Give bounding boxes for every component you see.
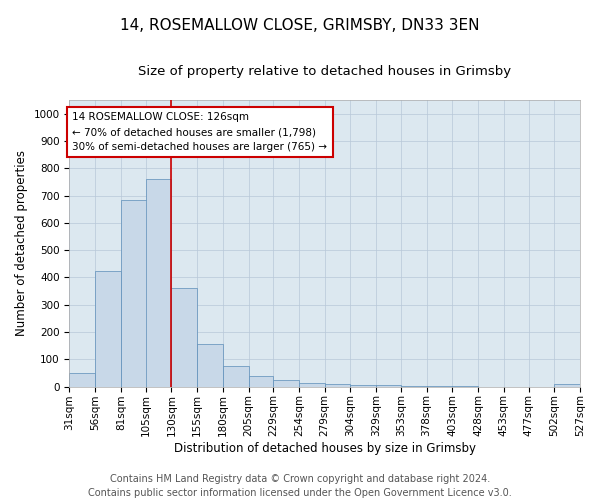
Text: Contains HM Land Registry data © Crown copyright and database right 2024.
Contai: Contains HM Land Registry data © Crown c… — [88, 474, 512, 498]
Bar — [172, 288, 197, 386]
Bar — [95, 270, 121, 386]
Bar — [146, 179, 172, 386]
Text: 14 ROSEMALLOW CLOSE: 126sqm
← 70% of detached houses are smaller (1,798)
30% of : 14 ROSEMALLOW CLOSE: 126sqm ← 70% of det… — [73, 112, 328, 152]
Bar — [121, 200, 146, 386]
Bar — [299, 382, 325, 386]
Bar — [70, 373, 95, 386]
Bar — [350, 385, 376, 386]
X-axis label: Distribution of detached houses by size in Grimsby: Distribution of detached houses by size … — [174, 442, 476, 455]
Bar — [223, 366, 248, 386]
Title: Size of property relative to detached houses in Grimsby: Size of property relative to detached ho… — [138, 65, 511, 78]
Bar — [197, 344, 223, 387]
Bar — [248, 376, 273, 386]
Text: 14, ROSEMALLOW CLOSE, GRIMSBY, DN33 3EN: 14, ROSEMALLOW CLOSE, GRIMSBY, DN33 3EN — [120, 18, 480, 32]
Bar — [554, 384, 580, 386]
Bar — [325, 384, 350, 386]
Y-axis label: Number of detached properties: Number of detached properties — [15, 150, 28, 336]
Bar — [273, 380, 299, 386]
